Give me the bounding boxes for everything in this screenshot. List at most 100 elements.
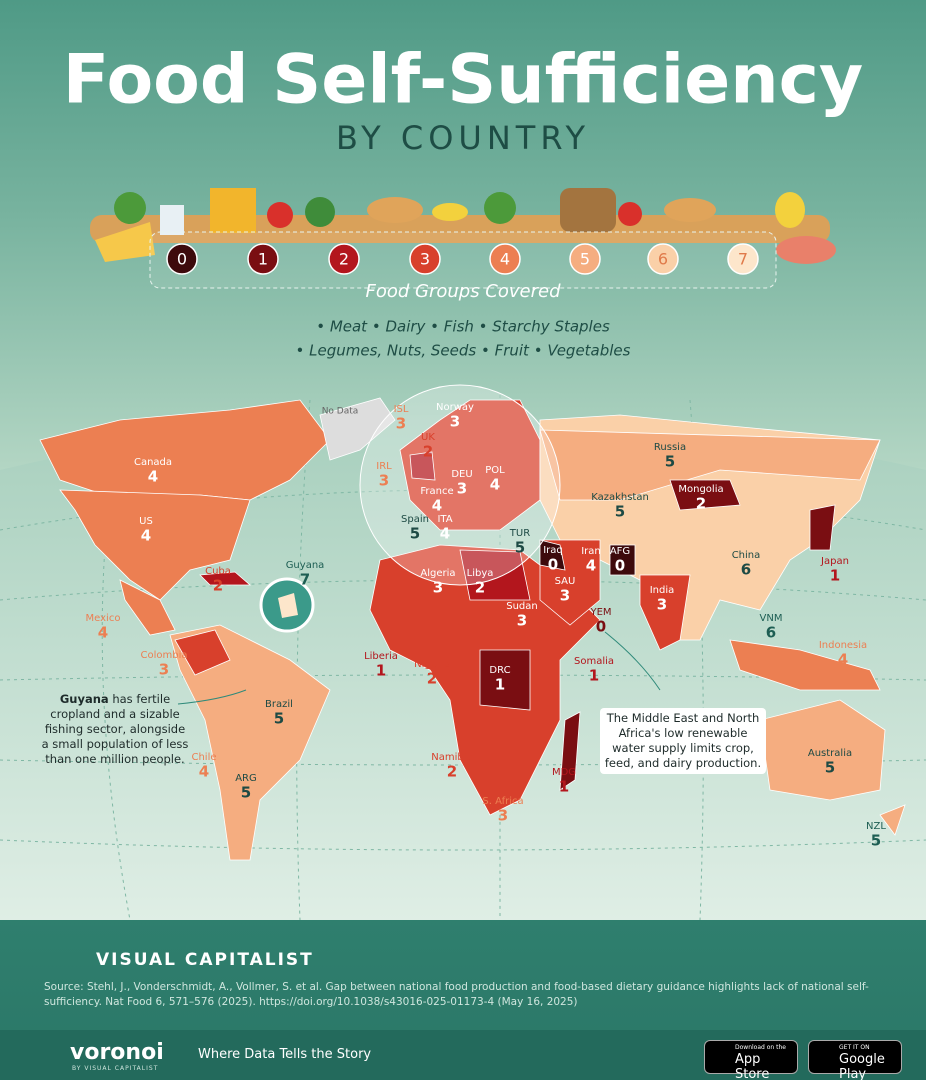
groups-line: • Meat • Dairy • Fish • Starchy Staples [316,318,610,336]
country-name: POL [485,465,505,476]
country-name: Mongolia [678,484,723,495]
country-name: S. Africa [482,796,523,807]
legend-level: 1 [258,250,268,269]
tagline: Where Data Tells the Story [198,1047,372,1062]
country-value: 2 [475,579,485,597]
no-data-label: No Data [322,407,359,417]
country-value: 2 [427,670,437,688]
country-value: 2 [696,495,706,513]
country-value: 5 [871,832,881,850]
country-name: India [650,585,675,596]
country-value: 2 [447,763,457,781]
country-name: China [732,550,761,561]
country-value: 4 [432,497,442,515]
country-value: 5 [825,759,835,777]
callout-line [604,631,661,691]
country-name: Algeria [420,568,455,579]
legend-level: 4 [500,250,510,269]
country-name: DRC [489,665,510,676]
legend-level: 5 [580,250,590,269]
legend-swatch [247,243,279,275]
legend-swatch [647,243,679,275]
subtitle: BY COUNTRY [336,119,590,157]
source: Source: Stehl, J., Vonderschmidt, A., Vo… [44,981,869,1008]
legend-level: 2 [339,250,349,269]
brand: VISUAL CAPITALIST [96,950,314,970]
country-name: US [139,516,153,527]
country-value: 4 [141,527,151,545]
annotation: The Middle East and North Africa's low r… [600,708,766,774]
google-play-button[interactable]: GET IT ON Google Play [808,1040,902,1080]
country-value: 7 [300,571,310,589]
country-name: TUR [509,528,530,539]
country-value: 3 [396,415,406,433]
country-name: Guyana [286,560,325,571]
country-value: 1 [495,676,505,694]
country-value: 2 [213,577,223,595]
country-value: 2 [423,443,433,461]
country-name: Kazakhstan [591,492,649,503]
legend-level: 0 [177,250,187,269]
country-name: Sudan [506,601,538,612]
country-value: 3 [560,587,570,605]
country-value: 1 [376,662,386,680]
btn-small: Download on the [735,1044,786,1051]
country-name: IRL [376,461,392,472]
btn-label: App Store [735,1052,770,1080]
country-value: 5 [241,784,251,802]
legend-swatch [409,243,441,275]
app-store-button[interactable]: Download on the App Store [704,1040,798,1080]
btn-small: GET IT ON [839,1044,870,1051]
country-value: 4 [586,557,596,575]
legend-level: 7 [738,250,748,269]
country-value: 5 [615,503,625,521]
country-value: 3 [498,807,508,825]
country-value: 3 [450,413,460,431]
country-name: YEM [589,607,611,618]
country-value: 1 [559,778,569,796]
country-value: 6 [766,624,776,642]
legend-swatch [569,243,601,275]
country-value: 3 [657,596,667,614]
country-name: Mexico [86,613,121,624]
country-value: 4 [490,476,500,494]
country-name: Chile [191,752,216,763]
country-name: VNM [760,613,783,624]
country-name: SAU [555,576,576,587]
country-value: 5 [515,539,525,557]
country-value: 3 [159,661,169,679]
guyana-shape [278,593,298,618]
country-name: Spain [401,514,429,525]
country-name: NZL [866,821,886,832]
country-value: 5 [274,710,284,728]
legend-level: 3 [420,250,430,269]
europe-inset [359,384,561,586]
country-name: MDG [552,767,576,778]
country-value: 3 [517,612,527,630]
country-name: Namibia [431,752,472,763]
country-name: Somalia [574,656,614,667]
country-name: Nigeria [414,659,450,670]
food-illustration [90,188,836,264]
legend-label: Food Groups Covered [365,281,561,302]
country-name: Colombia [141,650,188,661]
country-name: Russia [654,442,686,453]
country-value: 5 [665,453,675,471]
country-name: Canada [134,457,172,468]
country-value: 4 [148,468,158,486]
country-value: 3 [379,472,389,490]
callout-line [177,689,247,705]
country-value: 0 [596,618,606,636]
country-value: 5 [410,525,420,543]
country-value: 3 [457,480,467,498]
country-value: 6 [741,561,751,579]
country-value: 0 [548,556,558,574]
title: Food Self-Sufficiency [63,41,864,120]
country-value: 4 [199,763,209,781]
country-name: Brazil [265,699,293,710]
country-name: UK [421,432,435,443]
country-value: 1 [589,667,599,685]
legend-swatch [166,243,198,275]
country-name: Liberia [364,651,398,662]
